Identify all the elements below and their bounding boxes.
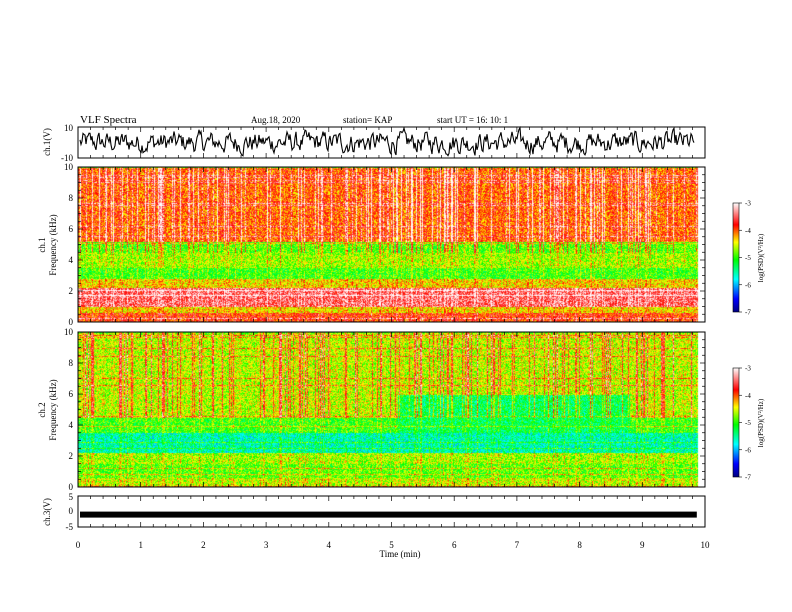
frequency-ytick-label: 8 bbox=[69, 358, 74, 368]
colorbar-tick-label: -7 bbox=[745, 309, 751, 317]
ch2-colorbar-gradient bbox=[732, 367, 740, 478]
ch2-spectrogram-panel: 0 2 4 6 8 10 ch.2 Frequency (kHz) bbox=[37, 327, 706, 492]
ch1-spectrogram-image bbox=[78, 167, 705, 322]
time-xtick-label: 4 bbox=[327, 540, 332, 550]
ch1-waveform-frame bbox=[77, 126, 706, 159]
colorbar-tick-label: -5 bbox=[745, 419, 751, 427]
ch3-waveform-panel: 5 0 -5 ch.3(V) 0 1 2 3 4 5 6 7 8 9 10 Time (min) bbox=[42, 492, 710, 559]
time-xtick-label: 2 bbox=[201, 540, 206, 550]
colorbar-tick-label: -4 bbox=[745, 392, 751, 400]
station-label: station= KAP bbox=[343, 115, 392, 125]
ch1-spectrogram-channel-label: ch.1 bbox=[37, 237, 47, 252]
ch1-spectrogram-ylabel: Frequency (kHz) bbox=[48, 214, 58, 275]
frequency-ytick-label: 2 bbox=[69, 451, 74, 461]
ch2-spectrogram-image bbox=[78, 332, 705, 487]
time-xtick-label: 6 bbox=[452, 540, 457, 550]
ch2-colorbar: -3 -4 -5 -6 -7 log(PSD)(V²/Hz) bbox=[732, 365, 765, 482]
figure-title: VLF Spectra bbox=[80, 114, 137, 126]
colorbar-tick-label: -5 bbox=[745, 254, 751, 262]
frequency-ytick-label: 8 bbox=[69, 193, 74, 203]
frequency-ytick-label: 0 bbox=[69, 317, 74, 327]
frequency-ytick-label: 10 bbox=[64, 327, 74, 337]
time-xtick-label: 5 bbox=[389, 540, 394, 550]
ch1-waveform-panel: 10 -10 ch.1(V) bbox=[42, 123, 706, 163]
ch3-waveform-trace bbox=[80, 511, 697, 518]
ch2-spectrogram-channel-label: ch.2 bbox=[37, 402, 47, 417]
ch3-ytick-0: 0 bbox=[69, 506, 74, 516]
frequency-ytick-label: 4 bbox=[69, 255, 74, 265]
ch1-spectrogram-frame bbox=[77, 166, 706, 323]
ch1-colorbar: -3 -4 -5 -6 -7 log(PSD)(V²/Hz) bbox=[732, 200, 765, 317]
ch1-ytick-top: 10 bbox=[64, 123, 74, 133]
ch3-ytick-5: 5 bbox=[69, 492, 74, 502]
ch3-waveform-frame bbox=[77, 495, 706, 528]
ch1-ytick-bottom: -10 bbox=[61, 153, 73, 163]
colorbar-tick-label: -3 bbox=[745, 365, 751, 373]
frequency-ytick-label: 0 bbox=[69, 482, 74, 492]
ch2-spectrogram-ylabel: Frequency (kHz) bbox=[48, 379, 58, 440]
colorbar-tick-label: -4 bbox=[745, 227, 751, 235]
frequency-ytick-label: 2 bbox=[69, 286, 74, 296]
ch1-colorbar-gradient bbox=[732, 202, 740, 313]
colorbar-tick-label: -6 bbox=[745, 281, 751, 289]
time-xtick-label: 7 bbox=[515, 540, 520, 550]
time-xlabel: Time (min) bbox=[380, 549, 421, 559]
ch2-spectrogram-frame bbox=[77, 331, 706, 488]
start-time-label: start UT = 16: 10: 1 bbox=[437, 115, 508, 125]
date-label: Aug.18, 2020 bbox=[251, 115, 301, 125]
time-xtick-label: 10 bbox=[701, 540, 711, 550]
colorbar-tick-label: -7 bbox=[745, 474, 751, 482]
time-xtick-label: 9 bbox=[640, 540, 645, 550]
ch3-ylabel: ch.3(V) bbox=[42, 498, 52, 526]
time-xtick-label: 3 bbox=[264, 540, 269, 550]
time-xtick-label: 1 bbox=[138, 540, 143, 550]
ch1-spectrogram-panel: 0 2 4 6 8 10 ch.1 Frequency (kHz) bbox=[37, 162, 706, 327]
colorbar-tick-label: -3 bbox=[745, 200, 751, 208]
frequency-ytick-label: 6 bbox=[69, 224, 74, 234]
time-xtick-label: 8 bbox=[577, 540, 582, 550]
frequency-ytick-label: 6 bbox=[69, 389, 74, 399]
ch1-colorbar-label: log(PSD)(V²/Hz) bbox=[757, 233, 765, 282]
ch2-colorbar-label: log(PSD)(V²/Hz) bbox=[757, 398, 765, 447]
frequency-ytick-label: 10 bbox=[64, 162, 74, 172]
frequency-ytick-label: 4 bbox=[69, 420, 74, 430]
ch1-waveform-line bbox=[79, 126, 695, 157]
ch3-ytick-minus5: -5 bbox=[66, 522, 74, 532]
colorbar-tick-label: -6 bbox=[745, 446, 751, 454]
time-xtick-label: 0 bbox=[76, 540, 81, 550]
ch1-ylabel: ch.1(V) bbox=[42, 128, 52, 156]
